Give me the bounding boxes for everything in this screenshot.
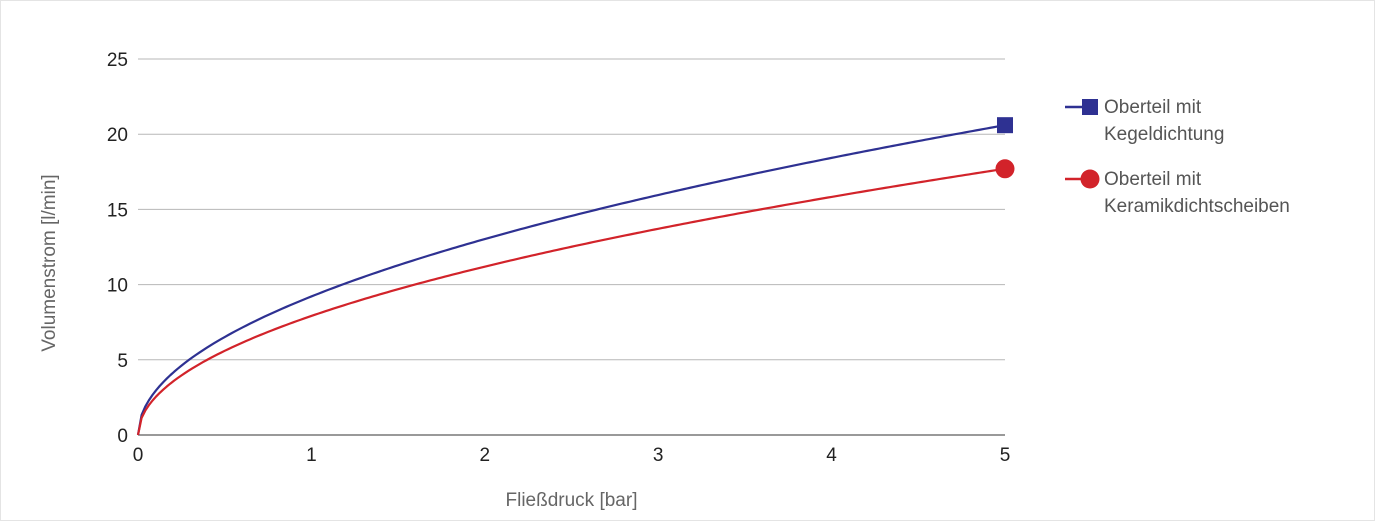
legend-marker-1 xyxy=(1080,169,1100,189)
legend-label: Oberteil mit xyxy=(1104,169,1202,190)
legend: Oberteil mit Kegeldichtung Oberteil mit Ker… xyxy=(1065,97,1290,217)
y-tick-label: 20 xyxy=(107,125,128,146)
x-tick-label: 3 xyxy=(653,445,664,466)
series-lines xyxy=(136,124,1006,436)
series-end-marker-0 xyxy=(997,117,1013,134)
x-tick-label: 4 xyxy=(826,445,837,466)
y-tick-label: 25 xyxy=(107,50,128,71)
series-line-0 xyxy=(136,124,1006,436)
grid-lines xyxy=(138,58,1005,361)
series-end-marker-1 xyxy=(995,159,1015,179)
series-line-1 xyxy=(136,167,1006,436)
legend-label: Keramikdichtscheiben xyxy=(1104,196,1290,217)
x-tick-label: 0 xyxy=(133,445,144,466)
series-markers xyxy=(995,117,1015,179)
x-tick-label: 1 xyxy=(306,445,317,466)
x-tick-label: 2 xyxy=(480,445,491,466)
legend-marker-0 xyxy=(1082,99,1098,115)
axes: 0 5 10 15 20 25 0 1 2 3 4 5 xyxy=(107,50,1010,466)
legend-label: Kegeldichtung xyxy=(1104,124,1224,145)
legend-label: Oberteil mit xyxy=(1104,97,1202,118)
y-tick-label: 5 xyxy=(117,351,128,372)
x-tick-label: 5 xyxy=(1000,445,1011,466)
y-tick-label: 0 xyxy=(117,426,128,447)
x-axis-title: Fließdruck [bar] xyxy=(506,490,638,511)
y-tick-label: 15 xyxy=(107,200,128,221)
y-axis-title: Volumenstrom [l/min] xyxy=(39,174,60,351)
y-tick-label: 10 xyxy=(107,276,128,297)
